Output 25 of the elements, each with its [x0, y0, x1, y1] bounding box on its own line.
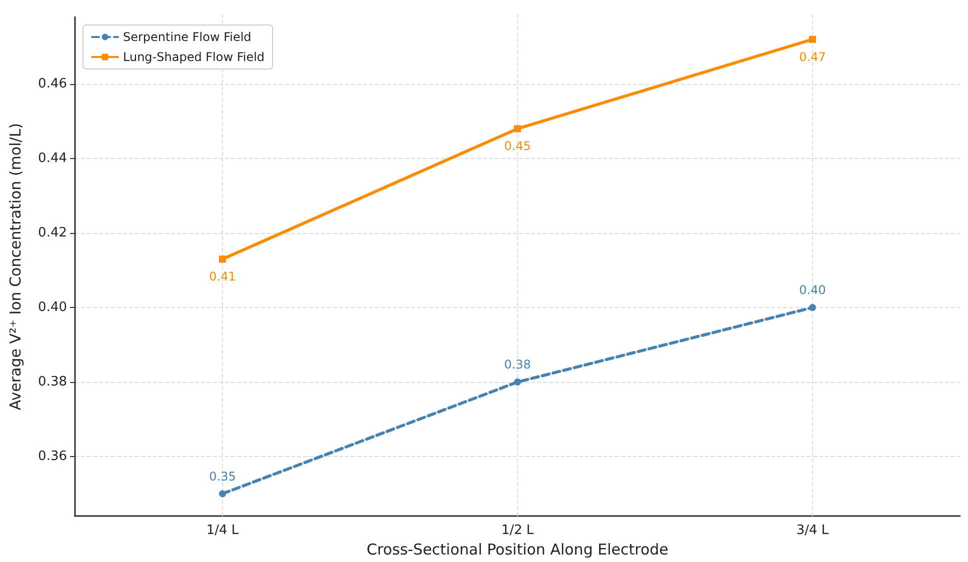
x-tick-label: 3/4 L [796, 523, 830, 538]
y-tick-label: 0.46 [38, 76, 67, 92]
y-tick-label: 0.38 [38, 374, 67, 390]
y-tick-label: 0.40 [38, 300, 67, 316]
y-tick-label: 0.42 [38, 226, 67, 241]
point [514, 125, 521, 132]
point [809, 36, 816, 43]
legend-label: Serpentine Flow Field [123, 30, 252, 44]
data-label: 0.45 [504, 139, 531, 154]
y-tick-label: 0.44 [38, 151, 67, 166]
point [219, 490, 226, 498]
data-label: 0.38 [504, 358, 531, 372]
data-label: 0.35 [209, 469, 236, 484]
point [514, 378, 521, 386]
data-label: 0.47 [799, 50, 826, 64]
x-tick-label: 1/2 L [501, 523, 534, 538]
x-tick-label: 1/4 L [206, 523, 240, 538]
data-label: 0.41 [209, 270, 236, 284]
point [219, 256, 226, 263]
data-label: 0.40 [799, 283, 826, 298]
point [809, 304, 816, 312]
y-axis-title: Average V²⁺ Ion Concentration (mol/L) [6, 122, 24, 410]
legend-label: Lung-Shaped Flow Field [123, 50, 265, 64]
x-axis-title: Cross-Sectional Position Along Electrode [366, 540, 668, 558]
y-tick-label: 0.36 [38, 449, 67, 464]
